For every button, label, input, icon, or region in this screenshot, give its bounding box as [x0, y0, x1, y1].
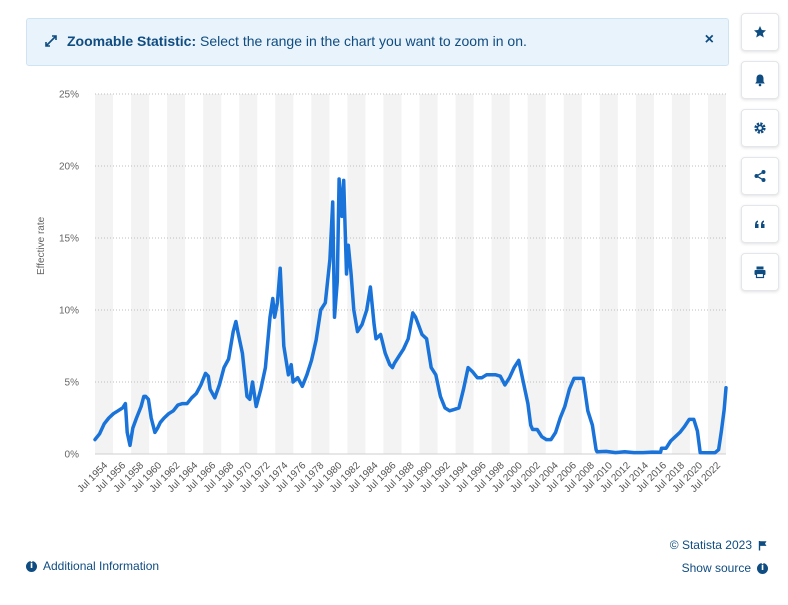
close-icon[interactable]: × — [704, 31, 714, 48]
y-tick-label: 0% — [65, 450, 80, 461]
banner-text: Select the range in the chart you want t… — [196, 33, 527, 49]
background-band — [311, 94, 330, 454]
series-line — [93, 177, 728, 455]
share-icon — [754, 170, 766, 182]
gear-icon — [754, 122, 766, 134]
copyright-text: © Statista 2023 — [669, 538, 752, 552]
y-tick-label: 5% — [65, 378, 80, 389]
sidebar-toolbar — [741, 13, 779, 301]
background-band — [491, 94, 510, 454]
settings-button[interactable] — [741, 109, 779, 147]
y-tick-label: 20% — [59, 162, 79, 173]
print-icon — [754, 266, 766, 279]
y-axis-label: Effective rate — [36, 216, 47, 275]
notification-button[interactable] — [741, 61, 779, 99]
background-band — [347, 94, 366, 454]
bell-icon — [755, 74, 765, 87]
additional-information-label: Additional Information — [43, 559, 160, 573]
y-tick-label: 25% — [59, 90, 79, 101]
background-band — [419, 94, 438, 454]
star-icon — [754, 26, 766, 38]
banner-message: Zoomable Statistic: Select the range in … — [67, 33, 527, 49]
background-band — [167, 94, 186, 454]
cite-button[interactable] — [741, 205, 779, 243]
chart-gridlines — [95, 93, 726, 455]
info-icon: i — [757, 562, 768, 574]
banner-title: Zoomable Statistic: — [67, 33, 197, 49]
background-band — [707, 94, 726, 454]
print-button[interactable] — [741, 253, 779, 291]
zoom-banner: Zoomable Statistic: Select the range in … — [26, 18, 729, 66]
background-band — [131, 94, 150, 454]
background-band — [275, 94, 294, 454]
expand-icon — [45, 35, 57, 47]
favorite-button[interactable] — [741, 13, 779, 51]
y-tick-label: 10% — [59, 306, 79, 317]
background-band — [635, 94, 654, 454]
background-band — [383, 94, 402, 454]
info-icon: i — [26, 560, 37, 572]
background-band — [563, 94, 582, 454]
background-band — [671, 94, 690, 454]
background-band — [527, 94, 546, 454]
background-band — [203, 94, 222, 454]
flag-icon[interactable] — [758, 540, 768, 551]
show-source-link[interactable]: Show source i — [682, 561, 768, 575]
show-source-label: Show source — [681, 561, 751, 575]
background-band — [95, 94, 114, 454]
quote-icon — [755, 220, 765, 228]
background-band — [599, 94, 618, 454]
y-tick-label: 15% — [59, 234, 79, 245]
copyright: © Statista 2023 — [670, 538, 768, 552]
share-button[interactable] — [741, 157, 779, 195]
background-band — [455, 94, 474, 454]
additional-information-link[interactable]: i Additional Information — [26, 559, 159, 573]
y-axis-ticks: 0% 5% 10% 15% 20% 25% — [59, 90, 79, 461]
